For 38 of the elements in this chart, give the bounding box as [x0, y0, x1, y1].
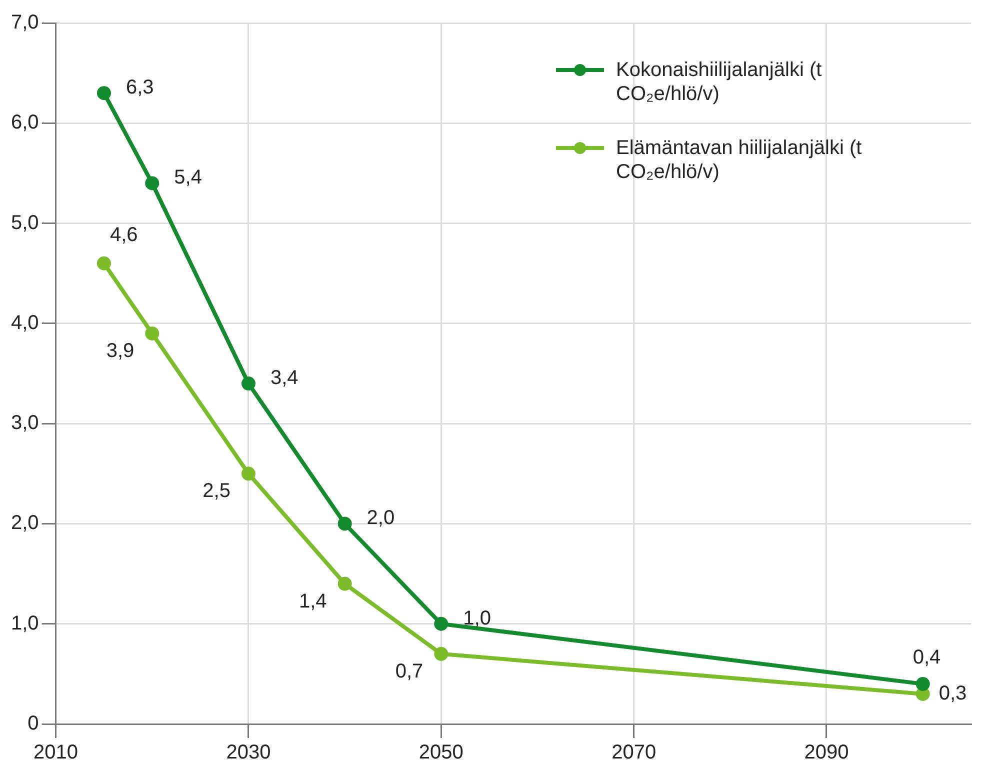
point: [241, 466, 256, 481]
data-label: 2,5: [202, 480, 230, 502]
point: [145, 176, 160, 190]
legend-label: Elämäntavan hiilijalanjälki (t CO₂e/hlö/v): [616, 136, 863, 184]
point: [96, 86, 111, 100]
point: [241, 376, 256, 391]
data-label: 3,4: [270, 367, 298, 390]
y-tick-label: 1,0: [10, 612, 39, 634]
y-tick-label: 0: [28, 712, 39, 735]
point: [145, 326, 160, 340]
data-label: 1,0: [463, 607, 491, 630]
point: [338, 516, 352, 531]
data-label: 3,9: [106, 340, 134, 362]
y-tick-label: 6,0: [10, 112, 39, 134]
point: [338, 576, 352, 591]
x-tick-label: 2070: [612, 742, 656, 764]
y-tick-label: 7,0: [10, 12, 39, 34]
data-label: 0,4: [912, 646, 941, 668]
y-tick-label: 3,0: [10, 412, 39, 434]
data-label: 2,0: [366, 507, 395, 530]
y-tick-label: 5,0: [10, 212, 39, 234]
x-tick-label: 2090: [804, 742, 849, 764]
data-label: 4,6: [110, 224, 138, 246]
point: [434, 646, 448, 661]
data-label: 1,4: [299, 590, 327, 612]
data-label: 6,3: [126, 76, 154, 99]
x-tick-label: 2030: [226, 742, 271, 764]
point: [434, 616, 448, 631]
y-tick-label: 4,0: [10, 312, 39, 334]
x-tick-label: 2050: [418, 742, 464, 764]
data-label: 0,7: [395, 660, 424, 682]
data-label: 5,4: [174, 166, 202, 189]
point: [96, 256, 111, 270]
y-tick-label: 2,0: [10, 512, 39, 534]
data-label: 0,3: [938, 682, 967, 704]
point: [916, 676, 930, 691]
x-tick-label: 2010: [34, 742, 78, 764]
legend-label: Kokonaishiilijalanjälki (t CO₂e/hlö/v): [616, 58, 823, 106]
